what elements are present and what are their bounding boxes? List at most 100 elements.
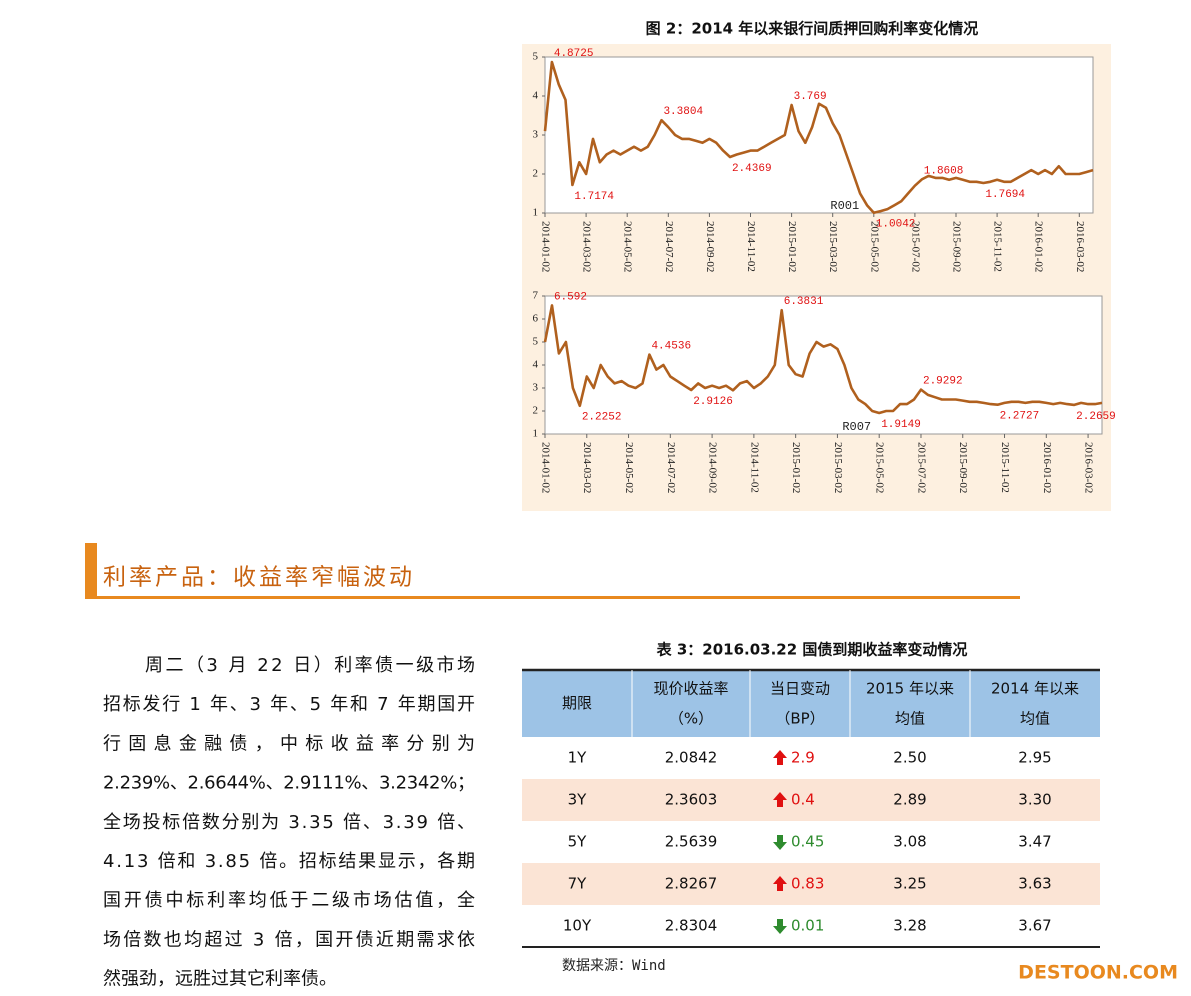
table-cell: 7Y (568, 875, 588, 893)
table-header: 期限 (562, 694, 592, 712)
table-cell: 2.8267 (665, 875, 718, 893)
x-tick-label: 2016-03-02 (1083, 442, 1095, 493)
data-label: 2.4369 (732, 163, 772, 175)
data-label: 6.3831 (784, 296, 824, 308)
x-tick-label: 2014-03-02 (581, 221, 593, 272)
y-tick-label: 2 (533, 168, 539, 180)
data-label: 2.2252 (582, 412, 622, 424)
y-tick-label: 2 (533, 405, 539, 417)
y-tick-label: 7 (533, 290, 539, 302)
series-line (543, 60, 1094, 215)
table-header: 2014 年以来 (991, 680, 1079, 698)
x-tick-label: 2014-07-02 (665, 442, 677, 493)
x-tick-label: 2014-07-02 (663, 221, 675, 272)
table-cell: 0.83 (791, 875, 824, 893)
table-cell: 3.08 (893, 833, 926, 851)
y-tick-label: 4 (533, 90, 539, 102)
table-header: （BP） (775, 710, 824, 728)
table-cell: 2.50 (893, 749, 926, 767)
table-header: 当日变动 (770, 680, 830, 698)
x-tick-label: 2015-01-02 (786, 221, 798, 272)
table-row-bg (522, 779, 1100, 821)
x-tick-label: 2014-11-02 (748, 442, 760, 493)
y-tick-label: 5 (533, 51, 539, 63)
x-tick-label: 2014-01-02 (539, 221, 551, 272)
plot-area (544, 56, 1094, 214)
heading-bar (85, 543, 97, 598)
data-label: 6.592 (554, 291, 587, 303)
series-name: R007 (842, 420, 871, 434)
x-tick-label: 2015-01-02 (790, 442, 802, 493)
table-cell: 2.9 (791, 749, 815, 767)
data-label: 2.2659 (1076, 411, 1116, 423)
paragraph-line: 国开债中标利率均低于二级市场估值，全 (103, 890, 475, 911)
table-cell: 3.30 (1018, 791, 1051, 809)
x-tick-label: 2014-05-02 (622, 221, 634, 272)
watermark: DESTOON.COM (1018, 962, 1178, 984)
data-label: 4.4536 (651, 340, 691, 352)
table-cell: 2.3603 (665, 791, 718, 809)
section-heading: 利率产品：收益率窄幅波动 (103, 565, 415, 591)
x-tick-label: 2016-01-02 (1033, 221, 1045, 272)
paragraph-line: 4.13 倍和 3.85 倍。招标结果显示，各期 (103, 851, 475, 872)
x-tick-label: 2015-05-02 (874, 442, 886, 493)
table-cell: 5Y (568, 833, 588, 851)
paragraph-line: 行固息金融债，中标收益率分别为 (103, 733, 475, 754)
x-tick-label: 2015-07-02 (915, 442, 927, 493)
plot-area (544, 295, 1103, 435)
data-label: 1.8608 (924, 165, 964, 177)
y-tick-label: 3 (533, 382, 539, 394)
series-line (543, 304, 1103, 415)
paragraph-line: 周二（3 月 22 日）利率债一级市场 (145, 655, 475, 676)
data-label: 1.9149 (881, 419, 921, 431)
paragraph-line: 然强劲，远胜过其它利率债。 (103, 969, 337, 990)
table-header: 现价收益率 (653, 680, 728, 698)
y-tick-label: 1 (533, 428, 539, 440)
table-cell: 3.67 (1018, 917, 1051, 935)
data-label: 3.769 (794, 91, 827, 103)
table-cell: 2.0842 (665, 749, 718, 767)
y-tick-label: 5 (533, 336, 539, 348)
heading-rule (85, 596, 1020, 599)
x-tick-label: 2015-03-02 (827, 221, 839, 272)
table-cell: 3Y (568, 791, 588, 809)
data-label: 2.9126 (693, 396, 733, 408)
paragraph-line: 场倍数也均超过 3 倍，国开债近期需求依 (103, 929, 475, 950)
arrow-up (773, 750, 787, 765)
arrow-down (773, 835, 787, 850)
x-tick-label: 2016-03-02 (1074, 221, 1086, 272)
table-cell: 0.01 (791, 917, 824, 935)
x-tick-label: 2015-03-02 (832, 442, 844, 493)
x-tick-label: 2015-09-02 (957, 442, 969, 493)
table-header: 2015 年以来 (866, 680, 954, 698)
arrow-down (773, 919, 787, 934)
table-cell: 3.47 (1018, 833, 1051, 851)
y-tick-label: 1 (533, 207, 539, 219)
series-name: R001 (830, 199, 859, 213)
table-title: 表 3：2016.03.22 国债到期收益率变动情况 (657, 641, 968, 659)
table-cell: 3.28 (893, 917, 926, 935)
table-cell: 2.5639 (665, 833, 718, 851)
y-tick-label: 6 (533, 313, 539, 325)
arrow-up (773, 792, 787, 807)
x-tick-label: 2014-11-02 (745, 221, 757, 272)
table-header: 均值 (1020, 710, 1050, 728)
x-tick-label: 2015-11-02 (992, 221, 1004, 272)
table-cell: 0.4 (791, 791, 815, 809)
y-tick-label: 3 (533, 129, 539, 141)
x-tick-label: 2015-11-02 (999, 442, 1011, 493)
data-label: 1.7694 (985, 189, 1025, 201)
x-tick-label: 2014-09-02 (707, 442, 719, 493)
x-tick-label: 2015-09-02 (950, 221, 962, 272)
table-row-bg (522, 863, 1100, 905)
x-tick-label: 2014-09-02 (704, 221, 716, 272)
table-cell: 3.63 (1018, 875, 1051, 893)
table-cell: 3.25 (893, 875, 926, 893)
x-tick-label: 2016-01-02 (1041, 442, 1053, 493)
paragraph-line: 招标发行 1 年、3 年、5 年和 7 年期国开 (103, 694, 475, 715)
table-cell: 0.45 (791, 833, 824, 851)
x-tick-label: 2015-07-02 (909, 221, 921, 272)
x-tick-label: 2014-05-02 (623, 442, 635, 493)
y-tick-label: 4 (533, 359, 539, 371)
